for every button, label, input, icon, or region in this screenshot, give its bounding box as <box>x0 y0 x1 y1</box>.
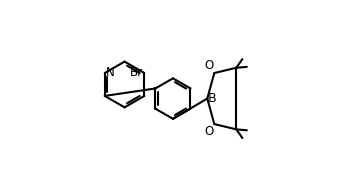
Text: Br: Br <box>130 66 143 79</box>
Text: O: O <box>204 59 213 72</box>
Text: N: N <box>106 66 115 79</box>
Text: O: O <box>204 125 213 138</box>
Text: B: B <box>208 92 217 105</box>
